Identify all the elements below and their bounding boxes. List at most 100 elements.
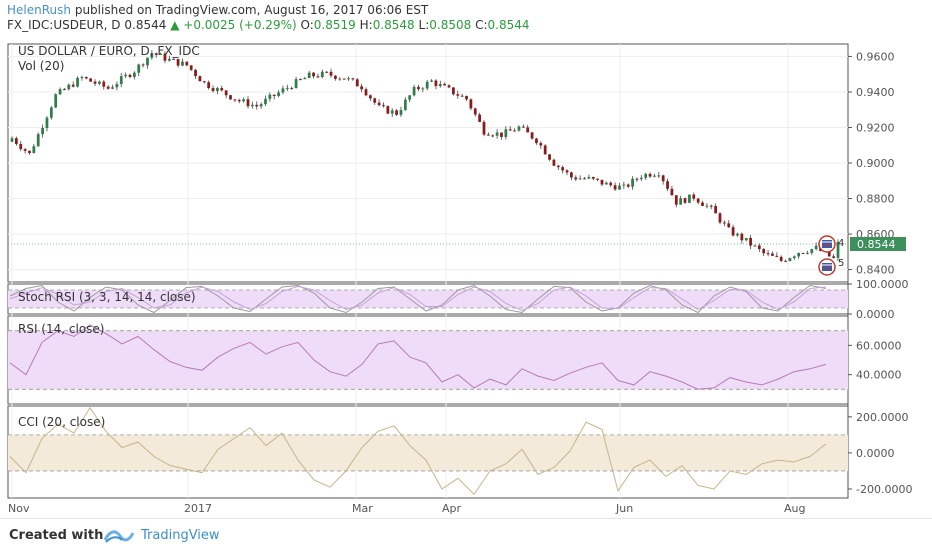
tradingview-brand[interactable]: TradingView <box>141 528 220 543</box>
candle-body <box>137 64 141 73</box>
tradingview-logo-icon <box>104 530 134 543</box>
candle-body <box>329 71 333 76</box>
candle-body <box>320 71 324 77</box>
x-tick-label: Jun <box>615 502 633 515</box>
candle-body <box>390 110 394 114</box>
candle-body <box>447 85 451 88</box>
candle-body <box>565 170 569 173</box>
high-label: H: <box>359 18 373 32</box>
candle-body <box>771 253 774 256</box>
x-tick-label: Aug <box>784 502 805 515</box>
created-with-text: Created with <box>9 528 104 543</box>
candle-body <box>19 143 23 150</box>
candle-body <box>307 72 311 78</box>
candle-body <box>128 74 132 77</box>
candle-body <box>84 77 88 79</box>
candle-body <box>417 86 420 90</box>
candle-body <box>395 110 398 115</box>
candle-body <box>744 237 748 241</box>
candle-body <box>303 77 307 80</box>
x-tick-label: 2017 <box>184 502 212 515</box>
candle-body <box>347 78 350 80</box>
candle-body <box>63 89 66 91</box>
flag-icon[interactable] <box>818 235 836 253</box>
candle-body <box>338 78 342 80</box>
candle-body <box>54 94 58 108</box>
candle-body <box>237 100 241 102</box>
candle-body <box>714 205 718 214</box>
candle-body <box>198 76 202 82</box>
candle-body <box>14 138 18 144</box>
candle-body <box>465 96 468 100</box>
rsi-title: RSI (14, close) <box>18 322 104 336</box>
candle-body <box>386 106 390 114</box>
indicator-line <box>9 324 827 390</box>
chart-area[interactable]: Nov 2017 Mar Apr Jun Aug 0.9600 0.9400 0.9200 0.9… <box>0 36 932 518</box>
candle-body <box>661 175 665 182</box>
candle-body <box>76 77 79 87</box>
candle-body <box>106 86 110 89</box>
candle-body <box>172 58 176 60</box>
candle-body <box>325 71 329 73</box>
y-tick-label: 0.0000 <box>856 447 895 460</box>
candle-body <box>167 58 171 61</box>
y-tick-label: 0.0000 <box>856 308 895 321</box>
candle-body <box>93 81 97 84</box>
candle-body <box>181 61 184 66</box>
y-tick-label: -200.0000 <box>856 483 912 496</box>
candle-body <box>797 252 801 257</box>
low-label: L: <box>418 18 430 32</box>
candle-body <box>49 107 53 118</box>
y-tick-label: 60.0000 <box>856 339 902 352</box>
candle-body <box>115 84 119 88</box>
y-tick-label: 200.0000 <box>856 411 909 424</box>
open-value: 0.8519 <box>313 18 356 32</box>
indicator-line <box>9 284 827 314</box>
y-tick-label: 0.9400 <box>856 86 895 99</box>
candle-body <box>224 90 228 96</box>
candle-body <box>28 150 31 154</box>
candle-body <box>189 65 193 70</box>
candle-body <box>486 134 490 136</box>
candle-body <box>587 176 591 179</box>
candle-body <box>159 53 162 55</box>
candle-body <box>670 188 674 196</box>
candle-body <box>766 253 770 255</box>
candle-body <box>233 99 237 101</box>
candle-body <box>80 77 84 79</box>
author-link[interactable]: HelenRush <box>7 3 71 17</box>
candle-body <box>674 195 678 205</box>
candle-body <box>666 181 669 189</box>
candle-body <box>41 128 44 135</box>
candle-body <box>342 78 346 80</box>
publish-line: HelenRush published on TradingView.com, … <box>7 3 428 17</box>
candle-body <box>316 76 320 78</box>
candle-body <box>434 80 438 87</box>
candle-body <box>696 198 700 203</box>
candle-body <box>530 132 534 139</box>
high-value: 0.8548 <box>372 18 415 32</box>
flag-icon[interactable] <box>818 258 836 276</box>
candle-body <box>692 194 696 199</box>
candle-body <box>814 245 818 250</box>
candle-body <box>613 185 617 190</box>
last-price-tag <box>850 237 906 251</box>
candle-body <box>806 252 809 254</box>
candle-body <box>45 117 49 129</box>
y-tick-label: 0.9600 <box>856 50 895 63</box>
y-tick-label: 0.9200 <box>856 121 895 134</box>
candle-body <box>438 83 442 87</box>
x-tick-label: Nov <box>8 502 30 515</box>
candle-body <box>23 149 27 151</box>
last-price-tag-text: 0.8544 <box>857 238 896 251</box>
candle-body <box>639 177 643 180</box>
candle-body <box>535 138 538 144</box>
candle-body <box>653 175 656 177</box>
symbol-name: FX_IDC:USDEUR, D <box>7 18 121 32</box>
event-count-4: 4 <box>838 238 844 249</box>
candle-body <box>604 182 608 185</box>
published-text: published on TradingView.com, August 16,… <box>74 3 429 17</box>
candle-body <box>788 258 792 261</box>
footer: Created with TradingView <box>0 518 932 551</box>
candle-body <box>473 108 477 115</box>
